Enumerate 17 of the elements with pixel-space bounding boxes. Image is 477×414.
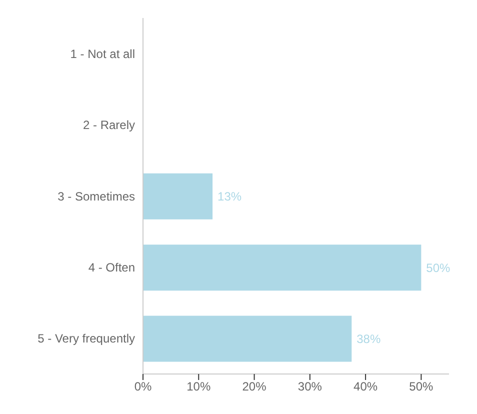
y-tick-label: 3 - Sometimes — [58, 189, 135, 204]
y-tick-label: 1 - Not at all — [70, 46, 135, 61]
data-label: 50% — [426, 260, 451, 275]
x-tick-label: 50% — [409, 380, 434, 394]
x-tick-label: 10% — [186, 380, 211, 394]
x-tick-label: 20% — [242, 380, 267, 394]
x-tick-label: 40% — [354, 380, 378, 394]
x-tick-label: 30% — [298, 380, 322, 394]
bar — [143, 173, 213, 220]
y-tick-label: 2 - Rarely — [82, 118, 135, 132]
bar — [143, 244, 422, 291]
y-tick-label: 5 - Very frequently — [38, 332, 135, 346]
y-tick-label: 4 - Often — [88, 260, 135, 274]
data-label: 13% — [218, 190, 242, 204]
bar — [143, 316, 352, 362]
data-label: 38% — [356, 332, 381, 346]
x-tick-label: 0% — [134, 380, 152, 394]
